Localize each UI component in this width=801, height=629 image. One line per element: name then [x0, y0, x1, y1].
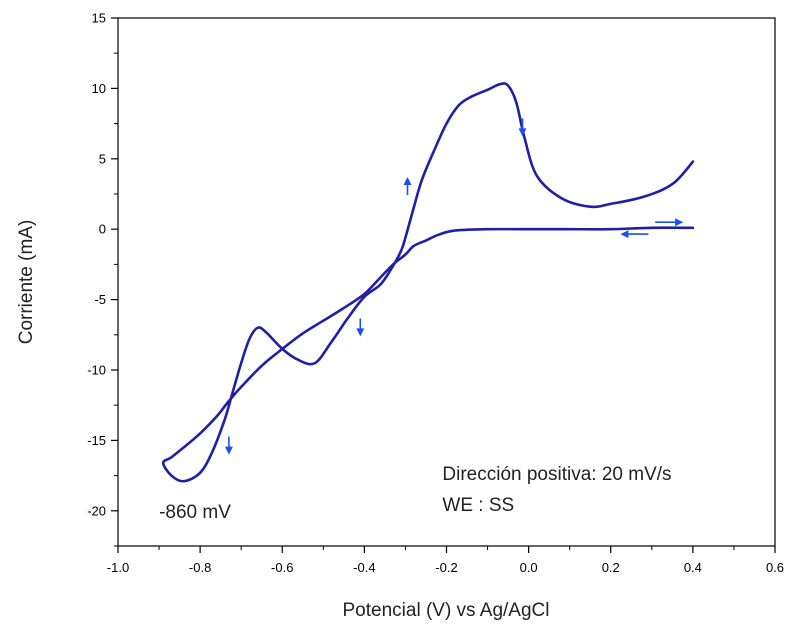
x-tick-label: 0.2 [602, 560, 620, 575]
arrow-right-icon [655, 218, 684, 227]
x-tick-label: 0.4 [684, 560, 702, 575]
annotation-text: WE : SS [442, 495, 514, 516]
annotation-text: -860 mV [159, 502, 231, 523]
y-tick-label: 0 [99, 222, 106, 237]
cv-curve-series [161, 82, 695, 483]
x-tick-label: -0.8 [189, 560, 211, 575]
arrow-up-icon [403, 177, 412, 195]
y-tick-label: 5 [99, 151, 106, 166]
y-tick-label: -20 [87, 503, 106, 518]
arrow-down-icon [224, 436, 233, 455]
x-tick-label: -0.4 [353, 560, 375, 575]
y-tick-label: -5 [94, 292, 106, 307]
x-tick-label: -0.6 [271, 560, 293, 575]
x-tick-label: 0.6 [766, 560, 784, 575]
arrow-left-icon [620, 230, 649, 239]
arrow-down-icon [356, 318, 365, 337]
arrow-down-icon [518, 118, 527, 137]
x-tick-label: 0.0 [520, 560, 538, 575]
annotation-text: Dirección positiva: 20 mV/s [442, 464, 671, 485]
x-axis-title: Potencial (V) vs Ag/AgCl [343, 600, 550, 621]
y-tick-label: -10 [87, 363, 106, 378]
x-tick-label: -0.2 [435, 560, 457, 575]
y-axis-title: Corriente (mA) [16, 220, 37, 345]
y-tick-label: 10 [92, 81, 106, 96]
x-tick-label: -1.0 [107, 560, 129, 575]
x-axis-ticks: -1.0 -0.8 -0.6 -0.4 -0.2 0.0 0.2 0.4 0.6 [107, 546, 784, 575]
annotations: Dirección positiva: 20 mV/s WE : SS -860 m… [159, 464, 671, 523]
y-axis-ticks: 15 10 5 0 -5 -10 -15 -20 [87, 11, 118, 547]
y-tick-label: -15 [87, 433, 106, 448]
y-tick-label: 15 [92, 11, 106, 26]
scan-direction-arrows [224, 118, 684, 455]
